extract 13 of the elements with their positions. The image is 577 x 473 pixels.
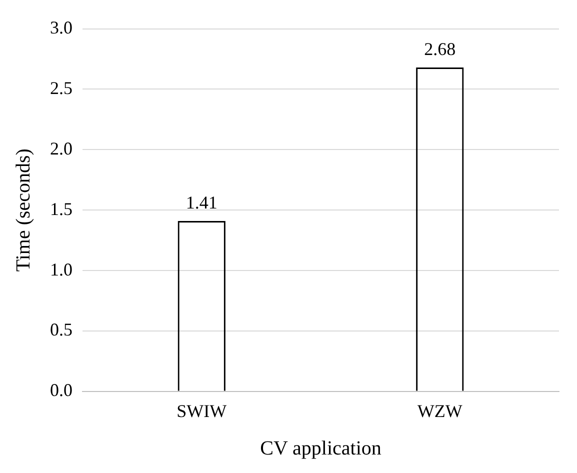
y-axis-title: Time (seconds) xyxy=(12,148,34,272)
y-tick-label: 2.5 xyxy=(50,78,72,98)
y-tick-label: 1.5 xyxy=(50,198,72,219)
y-tick-label: 1.0 xyxy=(50,259,72,280)
x-axis-title: CV application xyxy=(260,437,382,460)
y-tick-label: 2.0 xyxy=(50,138,72,158)
x-tick-label: SWIW xyxy=(176,400,227,421)
data-label: 2.68 xyxy=(424,39,456,60)
y-tick-label: 0.5 xyxy=(50,320,72,340)
y-tick-label: 0.0 xyxy=(50,380,72,400)
y-tick-label: 3.0 xyxy=(50,18,72,38)
x-tick-label: WZW xyxy=(417,400,462,421)
data-label: 1.41 xyxy=(186,192,218,213)
